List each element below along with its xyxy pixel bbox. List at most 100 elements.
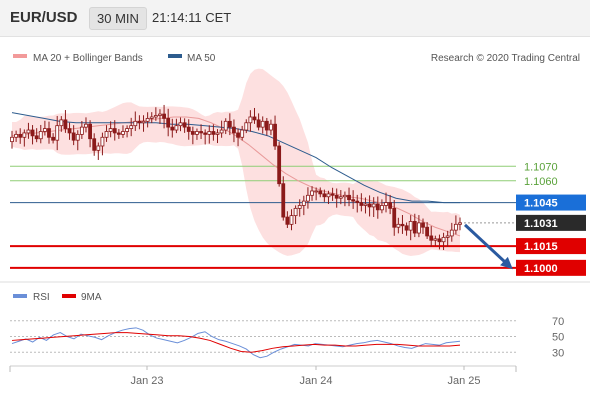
candle-body [458,222,462,225]
candle-body [281,183,286,218]
forecast-arrow-shaft [463,223,509,265]
nine-ma-legend-label: 9MA [81,292,102,303]
price-legend: MA 20 + Bollinger Bands MA 50 Research ©… [13,53,580,64]
candle-body [149,116,154,119]
level-tag-1.1045 [516,194,586,211]
candle-body [18,133,23,138]
rsi-legend-label: RSI [33,292,50,303]
candle-body [96,145,101,151]
candle-body [133,120,138,127]
candle-body [375,203,380,211]
candle-body [314,190,319,193]
candle-body [445,235,450,238]
candle-body [227,120,232,128]
candle-body [71,132,76,141]
candle-body [416,222,421,234]
candle-body [203,132,208,135]
candle-body [215,132,220,135]
rsi-panel: 30 50 70 [10,316,564,359]
candle-body [75,133,80,141]
ma50-line [11,112,460,204]
x-axis: Jan 23 Jan 24 Jan 25 [9,366,517,387]
level-tag-1.1015 [516,238,586,255]
candle-body [343,194,347,198]
candle-body [199,131,203,134]
level-tag-1.1000 [516,259,586,276]
candle-body [244,122,249,131]
candle-body [392,207,397,228]
candle-body [297,205,302,209]
candle-body [207,131,212,135]
candle-body [388,202,393,209]
candle-body [166,118,171,128]
candle-body [236,132,240,138]
candle-body [425,226,430,237]
candle-body [178,122,183,127]
candle-body [79,126,84,135]
candle-body [22,132,27,138]
candle-body [363,203,368,206]
candle-body [355,200,360,203]
rsi-tick-70: 70 [552,316,564,328]
candle-body [322,193,327,198]
candle-body [289,215,294,225]
candle-body [84,123,88,128]
clock-label: 21:14:11 CET [152,10,232,25]
candle-body [137,120,142,124]
candle-body [63,119,68,129]
candle-body [38,131,43,140]
candle-body [141,120,146,124]
candle-body [108,128,113,132]
forecast-arrow-head [500,256,513,270]
candle-body [408,221,413,231]
bollinger-band-area [12,68,460,256]
candle-body [380,205,384,211]
candle-body [10,136,14,143]
candle-body [260,120,265,128]
candle-body [437,238,442,243]
symbol-label[interactable]: EUR/USD [10,9,78,26]
ma50-legend-swatch [168,54,182,58]
nine-ma-line [11,332,461,353]
candle-body [100,136,105,147]
rsi-tick-50: 50 [552,332,564,344]
candle-body [318,190,323,195]
candle-body [396,223,401,228]
candle-body [269,123,273,131]
candle-body [412,221,417,234]
candle-body [310,190,314,196]
candle-body [170,126,175,131]
candle-body [182,122,187,128]
candle-body [195,131,199,135]
candle-body [125,128,129,132]
candle-body [145,118,150,122]
x-tick-label: Jan 23 [130,375,163,387]
x-tick-label: Jan 24 [299,375,332,387]
level-label-1.1045: 1.1045 [524,198,558,210]
candle-body [256,119,261,128]
timeframe-button[interactable]: 30 MIN [89,7,147,30]
ma50-legend-label: MA 50 [187,53,216,64]
candle-body [384,202,388,206]
candle-body [59,119,64,127]
candle-body [34,135,39,140]
candle-body [104,131,109,138]
candle-body [441,236,446,243]
forecast-arrow [463,223,513,270]
candle-body [306,194,310,202]
candle-body [211,131,216,135]
candle-body [301,200,306,206]
candle-body [121,131,125,135]
candle-body [359,202,364,206]
candle-body [433,238,438,241]
candle-body [186,126,191,132]
candle-body [158,113,162,116]
candle-body [293,207,298,217]
candle-body [285,216,290,225]
candle-body [273,123,277,147]
candle-body [92,138,97,151]
level-label-1.1015: 1.1015 [524,241,558,253]
candle-body [116,132,121,135]
rsi-legend-swatch [13,294,27,298]
candle-body [264,120,269,131]
